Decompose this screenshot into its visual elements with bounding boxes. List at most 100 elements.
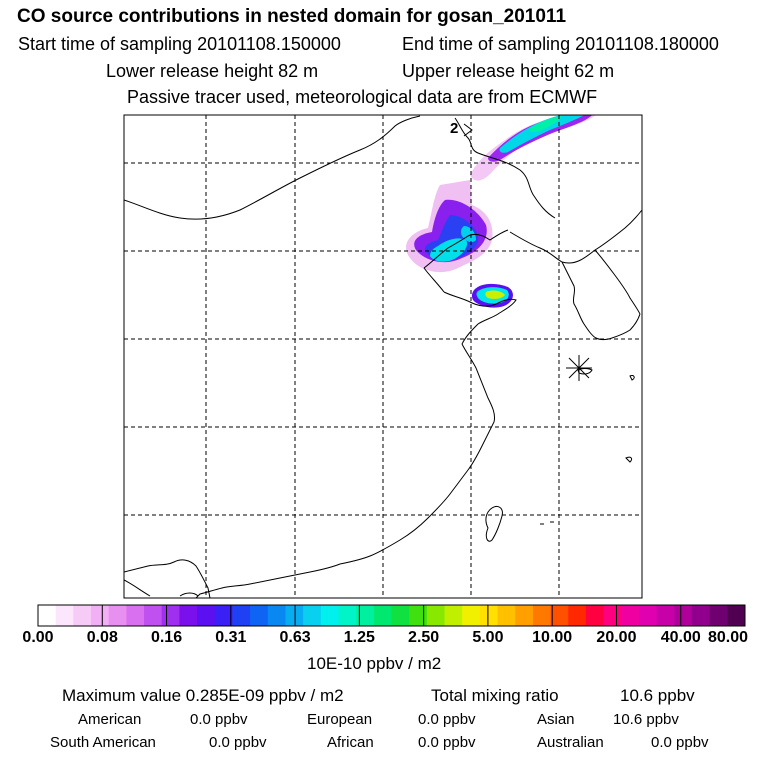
colorbar-swatch xyxy=(320,605,339,626)
colorbar-swatch xyxy=(497,605,516,626)
island-hainan xyxy=(179,592,199,597)
region-value: 0.0 ppbv xyxy=(209,734,267,751)
colorbar-tick-label: 5.00 xyxy=(472,629,504,646)
colorbar-swatch xyxy=(585,605,605,626)
colorbar-tick-label: 0.31 xyxy=(215,629,247,646)
colorbar-swatch xyxy=(232,605,251,626)
region-value: 10.6 ppbv xyxy=(613,711,679,728)
colorbar-swatch xyxy=(638,605,658,626)
lower-release-height-label: Lower release height 82 m xyxy=(106,61,319,81)
region-name: American xyxy=(78,711,142,728)
plume-shandong-peak xyxy=(485,290,505,299)
page-title: CO source contributions in nested domain… xyxy=(17,6,567,27)
island-small-2 xyxy=(625,456,633,463)
colorbar-tick-label: 40.00 xyxy=(660,629,701,646)
colorbar-swatch xyxy=(515,605,534,626)
coast-south-china xyxy=(195,563,341,598)
coast-bohai-bay xyxy=(423,267,445,293)
colorbar-swatch xyxy=(303,605,322,626)
plume-north-peak xyxy=(529,116,562,132)
colorbar-swatch xyxy=(709,605,728,626)
colorbar-swatch xyxy=(91,605,110,626)
colorbar-tick-label: 10.00 xyxy=(532,629,573,646)
tracer-info-label: Passive tracer used, meteorological data… xyxy=(127,87,598,107)
colorbar-swatch xyxy=(197,605,216,626)
colorbar-swatch xyxy=(532,605,552,626)
colorbar-tick-label: 0.00 xyxy=(22,629,54,646)
end-time-label: End time of sampling 20101108.180000 xyxy=(402,34,719,54)
colorbar-swatch xyxy=(338,605,357,626)
region-value: 0.0 ppbv xyxy=(190,711,248,728)
colorbar-swatch xyxy=(73,605,92,626)
island-jeju xyxy=(577,368,593,375)
colorbar-swatch xyxy=(126,605,145,626)
contour-label: 2 xyxy=(450,120,458,137)
region-name: South American xyxy=(50,734,156,751)
colorbar-tick-label: 80.00 xyxy=(707,629,749,646)
colorbar-swatch xyxy=(674,605,693,626)
total-mixing-label: Total mixing ratio xyxy=(431,686,559,705)
plume-north-core xyxy=(488,115,593,162)
upper-release-height-label: Upper release height 62 m xyxy=(402,61,615,81)
colorbar-swatch xyxy=(479,605,499,626)
colorbar-swatch xyxy=(373,605,392,626)
plume-north-high xyxy=(499,115,585,153)
border-manchuria xyxy=(454,117,556,219)
colorbar-swatch xyxy=(179,605,198,626)
colorbar-tick-label: 0.63 xyxy=(279,629,311,646)
colorbar-swatch xyxy=(621,605,640,626)
colorbar-tick-label: 0.08 xyxy=(86,629,118,646)
island-small-1 xyxy=(629,375,635,381)
colorbar-swatch xyxy=(356,605,375,626)
colorbar-tick-label: 2.50 xyxy=(408,629,440,646)
region-value: 0.0 ppbv xyxy=(418,711,476,728)
start-time-label: Start time of sampling 20101108.150000 xyxy=(18,34,341,54)
colorbar-swatch xyxy=(727,605,746,626)
colorbar-swatch xyxy=(444,605,463,626)
colorbar-swatch xyxy=(568,605,587,626)
region-value: 0.0 ppbv xyxy=(651,734,709,751)
coastlines xyxy=(124,115,642,598)
colorbar-swatch xyxy=(462,605,481,626)
colorbar-swatch xyxy=(161,605,180,626)
map-frame xyxy=(123,114,643,599)
colorbar-swatch xyxy=(144,605,163,626)
region-name: European xyxy=(307,711,373,728)
border-yalu xyxy=(509,209,642,264)
colorbar-swatch xyxy=(38,605,57,626)
total-mixing-value: 10.6 ppbv xyxy=(620,686,695,705)
colorbar-swatch xyxy=(656,605,675,626)
colorbar-swatch xyxy=(409,605,428,626)
colorbar-swatch xyxy=(55,605,74,626)
island-small-3 xyxy=(540,521,554,525)
coast-east-china xyxy=(339,343,495,565)
colorbar-swatch xyxy=(267,605,286,626)
colorbar-tick-label: 1.25 xyxy=(343,629,375,646)
max-value-label: Maximum value 0.285E-09 ppbv / m2 xyxy=(62,686,344,705)
coast-shandong xyxy=(443,291,517,345)
map-grid xyxy=(124,115,642,598)
region-name: African xyxy=(327,734,374,751)
receptor-asterisk-icon xyxy=(566,355,592,381)
border-vietnam xyxy=(124,579,151,597)
colorbar xyxy=(37,604,746,627)
colorbar-unit-label: 10E-10 ppbv / m2 xyxy=(307,654,442,673)
coast-korea-west xyxy=(561,261,641,340)
contour-arrow-icon xyxy=(463,123,473,137)
colorbar-tick-label: 0.16 xyxy=(150,629,183,646)
colorbar-swatch xyxy=(108,605,127,626)
island-taiwan xyxy=(485,505,503,542)
colorbar-swatch xyxy=(691,605,711,626)
colorbar-tick-label: 20.00 xyxy=(596,629,637,646)
region-name: Asian xyxy=(537,711,575,728)
colorbar-frame xyxy=(37,604,746,627)
region-name: Australian xyxy=(537,734,604,751)
concentration-field xyxy=(406,115,597,308)
coast-korea-east xyxy=(594,249,641,315)
colorbar-swatch xyxy=(391,605,410,626)
colorbar-swatch xyxy=(550,605,569,626)
border-mongolia xyxy=(124,115,421,220)
region-value: 0.0 ppbv xyxy=(418,734,476,751)
colorbar-swatch xyxy=(250,605,269,626)
